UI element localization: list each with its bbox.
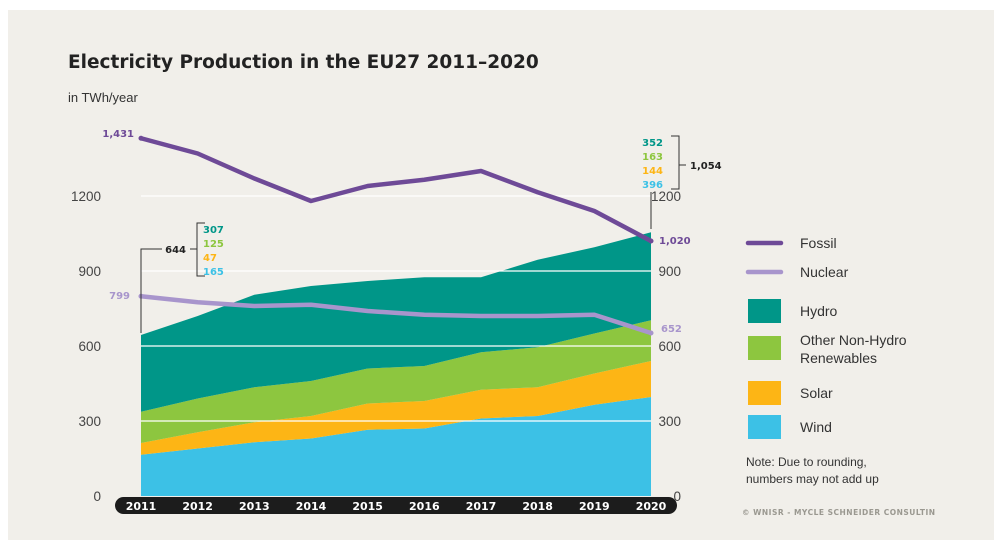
xtick-2016: 2016 xyxy=(409,500,440,513)
legend-swatch-solar xyxy=(748,381,781,405)
ytick-right-0: 0 xyxy=(673,489,681,504)
ytick-left-300: 300 xyxy=(78,414,101,429)
ytick-left-600: 600 xyxy=(78,339,101,354)
area-other-non-hydro-renewables xyxy=(141,320,651,443)
label-start-total: 644 xyxy=(165,245,186,256)
label-nuclear-end: 652 xyxy=(661,324,682,335)
ytick-right-1200: 1200 xyxy=(651,189,681,204)
area-solar xyxy=(141,361,651,455)
xtick-2017: 2017 xyxy=(466,500,497,513)
xtick-2011: 2011 xyxy=(126,500,157,513)
xtick-2015: 2015 xyxy=(352,500,383,513)
chart-svg: Electricity Production in the EU27 2011–… xyxy=(68,52,936,517)
ytick-right-900: 900 xyxy=(658,264,681,279)
line-fossil xyxy=(138,136,654,244)
label-fossil-end: 1,020 xyxy=(659,236,691,247)
label-end-hydro: 352 xyxy=(642,138,663,149)
area-wind xyxy=(141,397,651,496)
ytick-left-1200: 1200 xyxy=(71,189,101,204)
note-line-1: Note: Due to rounding, xyxy=(746,455,867,469)
label-end-total: 1,054 xyxy=(690,161,722,172)
ytick-right-600: 600 xyxy=(658,339,681,354)
chart-title: Electricity Production in the EU27 2011–… xyxy=(68,52,539,73)
label-start-hydro: 307 xyxy=(203,225,224,236)
xtick-2018: 2018 xyxy=(522,500,553,513)
point-fossil-2020 xyxy=(648,238,654,244)
legend-swatch-other-non-hydro xyxy=(748,336,781,360)
xtick-2020: 2020 xyxy=(636,500,667,513)
legend-label-solar: Solar xyxy=(800,385,833,401)
chart-subtitle: in TWh/year xyxy=(68,90,139,105)
label-start-solar: 47 xyxy=(203,253,217,264)
line-nuclear xyxy=(138,294,654,336)
x-axis-bar xyxy=(115,497,677,514)
xtick-2013: 2013 xyxy=(239,500,270,513)
ytick-right-300: 300 xyxy=(658,414,681,429)
ytick-left-0: 0 xyxy=(93,489,101,504)
point-nuclear-2020 xyxy=(648,330,654,336)
legend-label-hydro: Hydro xyxy=(800,303,838,319)
label-fossil-start: 1,431 xyxy=(102,129,134,140)
bracket-end xyxy=(671,135,680,190)
legend-label-other-non-hydro: Other Non-Hydro xyxy=(800,332,907,348)
label-start-wind: 165 xyxy=(203,267,224,278)
label-end-solar: 144 xyxy=(642,166,663,177)
legend-label-fossil: Fossil xyxy=(800,235,837,251)
chart-card: Electricity Production in the EU27 2011–… xyxy=(8,10,994,540)
label-end-wind: 396 xyxy=(642,180,663,191)
label-nuclear-start: 799 xyxy=(109,291,130,302)
label-end-other: 163 xyxy=(642,152,663,163)
area-hydro xyxy=(141,232,651,412)
note-line-2: numbers may not add up xyxy=(746,472,879,486)
credit-text: © WNISR - MYCLE SCHNEIDER CONSULTIN xyxy=(742,508,936,517)
legend-label-wind: Wind xyxy=(800,419,832,435)
legend-label-nuclear: Nuclear xyxy=(800,264,849,280)
legend-swatch-hydro xyxy=(748,299,781,323)
leader-start xyxy=(140,248,162,333)
xtick-2019: 2019 xyxy=(579,500,610,513)
xtick-2014: 2014 xyxy=(296,500,327,513)
point-fossil-2011 xyxy=(138,135,144,141)
xtick-2012: 2012 xyxy=(182,500,213,513)
label-start-other: 125 xyxy=(203,239,224,250)
ytick-left-900: 900 xyxy=(78,264,101,279)
legend-label-other-non-hydro-line2: Renewables xyxy=(800,350,877,366)
legend-swatch-wind xyxy=(748,415,781,439)
